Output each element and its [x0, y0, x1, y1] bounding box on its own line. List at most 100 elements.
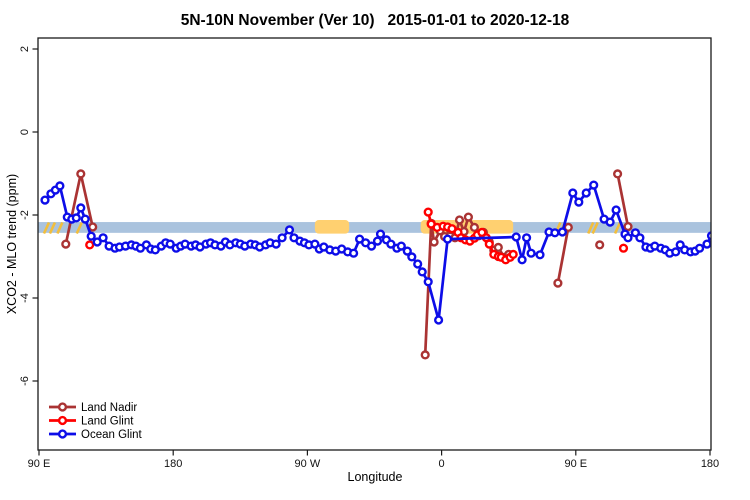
data-point-ocean-glint	[706, 231, 711, 241]
yellow-dash	[56, 221, 64, 235]
data-point-land-nadir	[595, 240, 605, 250]
data-point-ocean-glint	[284, 225, 295, 235]
legend-marker	[57, 415, 68, 426]
data-point-land-nadir	[76, 169, 86, 179]
yellow-dash	[48, 221, 57, 235]
legend-marker	[57, 429, 68, 439]
legend-label: Land Nadir	[81, 402, 137, 414]
data-point-ocean-glint	[150, 245, 160, 255]
series-line-ocean-glint	[44, 183, 711, 322]
data-point-ocean-glint	[277, 233, 287, 243]
data-point-ocean-glint	[76, 203, 86, 213]
data-point-ocean-glint	[589, 180, 599, 190]
data-point-land-nadir	[420, 350, 430, 360]
data-point-land-nadir	[88, 222, 98, 232]
data-point-ocean-glint	[605, 217, 615, 227]
data-point-ocean-glint	[574, 197, 584, 207]
data-point-ocean-glint	[568, 188, 578, 198]
series-line-land-nadir	[616, 173, 630, 227]
data-point-ocean-glint	[40, 195, 50, 205]
data-point-ocean-glint	[443, 234, 453, 244]
data-point-land-nadir	[469, 222, 480, 233]
data-point-ocean-glint	[71, 213, 81, 223]
data-point-ocean-glint	[407, 252, 417, 262]
x-tick-label: 90 E	[28, 458, 51, 470]
data-point-land-nadir	[612, 169, 623, 179]
data-point-ocean-glint	[517, 255, 527, 265]
data-point-ocean-glint	[271, 239, 281, 249]
x-tick-label: 90 W	[295, 458, 321, 470]
yellow-dash	[587, 221, 595, 235]
data-point-ocean-glint	[417, 267, 427, 277]
data-point-ocean-glint	[372, 236, 383, 246]
x-tick-label: 180	[701, 458, 719, 470]
data-point-ocean-glint	[511, 232, 521, 242]
data-point-ocean-glint	[623, 233, 633, 243]
reference-band	[38, 222, 711, 233]
data-point-land-glint	[484, 239, 494, 249]
yellow-dash	[613, 221, 622, 235]
data-point-ocean-glint	[80, 214, 90, 224]
yellow-dash	[75, 221, 83, 235]
data-point-land-nadir	[463, 212, 474, 222]
legend-item-land-nadir: Land Nadir	[49, 402, 137, 414]
data-point-ocean-glint	[550, 228, 560, 238]
legend-marker	[57, 402, 68, 412]
data-point-ocean-glint	[521, 233, 532, 243]
data-point-ocean-glint	[557, 227, 568, 237]
x-axis-label: Longitude	[347, 470, 403, 484]
data-point-ocean-glint	[423, 277, 433, 287]
legend-item-ocean-glint: Ocean Glint	[49, 429, 143, 441]
data-point-ocean-glint	[55, 181, 65, 191]
y-tick-label: 2	[19, 46, 31, 52]
y-tick-label: -4	[19, 293, 31, 303]
data-point-ocean-glint	[535, 250, 545, 260]
legend-label: Land Glint	[81, 416, 134, 428]
yellow-dash	[591, 221, 599, 235]
data-point-land-glint	[618, 243, 629, 253]
legend-item-land-glint: Land Glint	[49, 416, 134, 428]
y-tick-label: -2	[19, 210, 31, 220]
data-point-land-glint	[85, 240, 95, 250]
data-layer	[38, 169, 711, 360]
data-point-land-nadir	[623, 222, 633, 232]
series-line-land-nadir	[556, 227, 570, 284]
data-point-land-glint	[423, 207, 433, 217]
data-point-ocean-glint	[611, 205, 621, 215]
data-point-land-nadir	[493, 242, 503, 253]
data-point-land-nadir	[429, 237, 439, 247]
data-point-ocean-glint	[98, 233, 108, 243]
x-tick-label: 90 E	[564, 458, 587, 470]
data-point-ocean-glint	[349, 248, 359, 258]
data-point-ocean-glint	[375, 229, 386, 239]
data-point-land-nadir	[454, 215, 465, 225]
y-tick-label: 0	[19, 129, 31, 135]
data-point-ocean-glint	[413, 259, 423, 269]
yellow-dash	[42, 221, 51, 235]
data-point-ocean-glint	[402, 246, 412, 256]
data-point-ocean-glint	[635, 233, 645, 243]
data-point-ocean-glint	[434, 315, 444, 325]
data-point-ocean-glint	[694, 243, 705, 253]
data-point-ocean-glint	[366, 241, 377, 251]
data-point-ocean-glint	[86, 231, 96, 241]
x-tick-label: 0	[439, 458, 445, 470]
data-point-ocean-glint	[165, 239, 175, 249]
chart-title: 5N-10N November (Ver 10) 2015-01-01 to 2…	[180, 12, 570, 29]
data-point-ocean-glint	[92, 237, 102, 247]
y-tick-label: -6	[19, 376, 31, 386]
plot-box	[37, 37, 712, 451]
data-point-land-nadir	[61, 239, 71, 249]
data-point-land-nadir	[553, 278, 563, 288]
data-point-ocean-glint	[671, 247, 681, 257]
data-point-ocean-glint	[396, 241, 406, 251]
data-point-ocean-glint	[526, 248, 536, 258]
data-point-ocean-glint	[581, 188, 591, 198]
legend-label: Ocean Glint	[81, 429, 143, 441]
data-point-land-glint	[508, 249, 518, 260]
plot-area: 90 E 180 90 W 0 90 E 180 2 0 -2 -4 -6 Land Nadir Lan…	[19, 37, 719, 470]
x-tick-label: 180	[164, 458, 182, 470]
data-point-ocean-glint	[702, 239, 711, 249]
